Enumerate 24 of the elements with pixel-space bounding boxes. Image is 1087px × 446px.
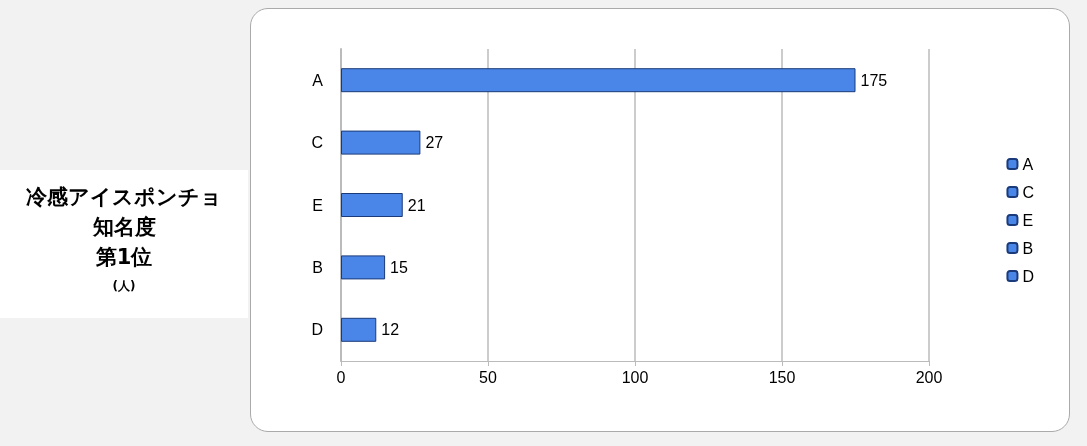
y-tick-label: C	[311, 134, 323, 152]
text: 知名度	[91, 214, 157, 241]
text: (人)	[111, 278, 137, 295]
x-tick-label: 0	[336, 368, 346, 386]
y-tick-label: E	[312, 196, 323, 214]
y-tick-label: B	[312, 258, 323, 276]
data-label: 15	[390, 258, 408, 276]
data-label: 27	[425, 134, 444, 152]
legend-label: D	[1022, 267, 1035, 285]
x-tick-label: 100	[621, 368, 649, 386]
x-tick-label: 200	[915, 368, 943, 386]
legend-label: B	[1022, 239, 1034, 257]
data-label: 175	[860, 71, 888, 89]
legend-label: E	[1022, 211, 1034, 229]
data-label: 21	[407, 196, 426, 214]
data-label: 12	[381, 321, 400, 339]
legend-label: C	[1022, 183, 1035, 201]
text: 第1位	[94, 244, 154, 271]
text: 冷感アイスポンチョ	[25, 184, 223, 211]
y-tick-label: D	[311, 321, 323, 339]
x-tick-label: 150	[768, 368, 796, 386]
y-tick-label: A	[312, 71, 324, 89]
legend-label: A	[1022, 155, 1034, 173]
x-tick-label: 50	[479, 368, 497, 386]
